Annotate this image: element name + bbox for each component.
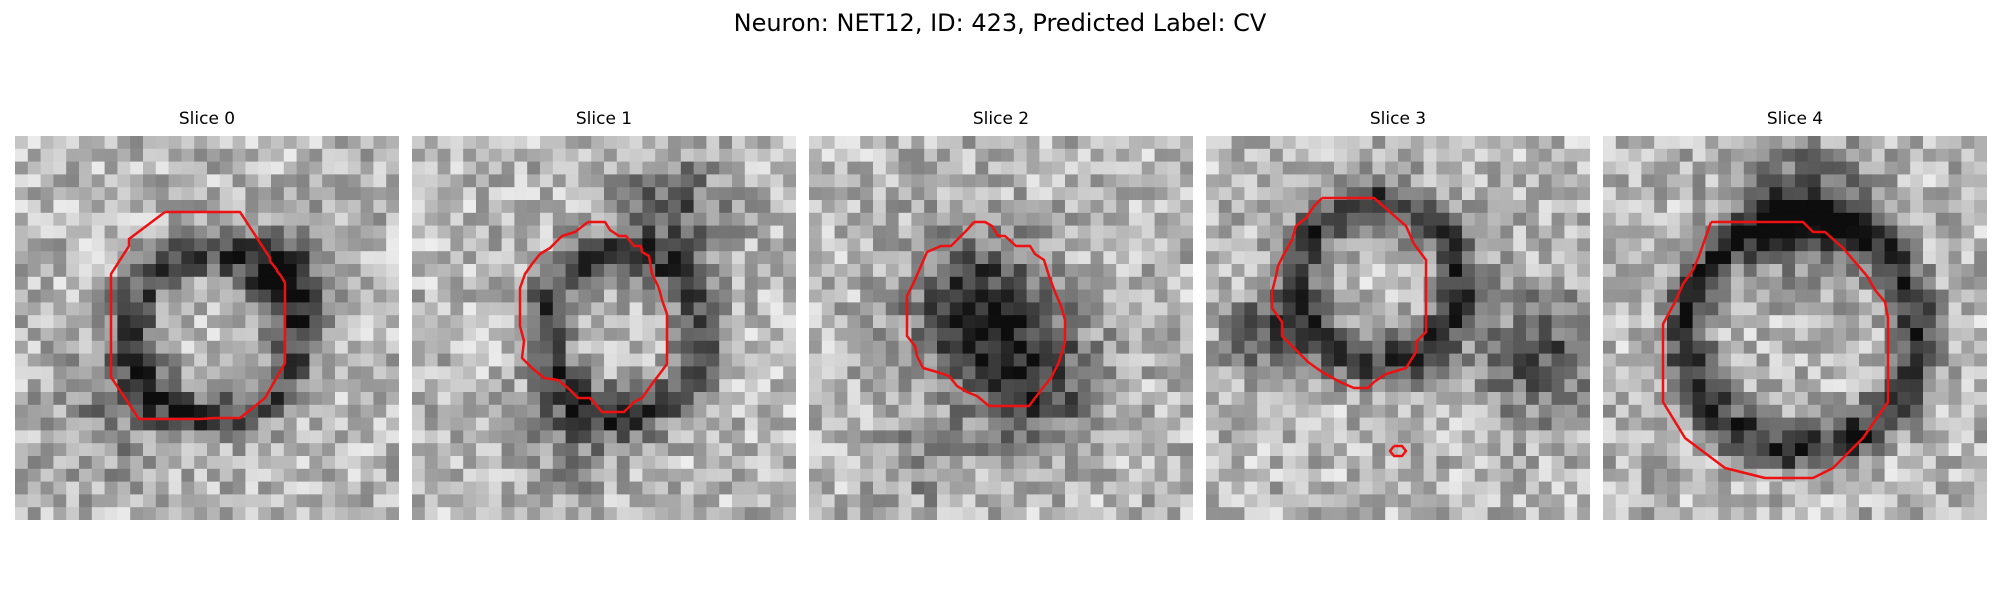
slice-image xyxy=(809,136,1193,520)
slice-title: Slice 2 xyxy=(972,109,1030,129)
segmentation-contour xyxy=(1388,444,1408,458)
slice-title: Slice 4 xyxy=(1766,109,1824,129)
slice-title: Slice 0 xyxy=(178,109,236,129)
segmentation-contour xyxy=(1661,220,1890,480)
slice-panel-3: Slice 3 xyxy=(1206,108,1590,520)
micrograph-pixels xyxy=(809,136,1193,520)
slice-panel-0: Slice 0 xyxy=(15,108,399,520)
micrograph-pixels xyxy=(1206,136,1590,520)
micrograph-pixels xyxy=(1603,136,1987,520)
micrograph-pixels xyxy=(412,136,796,520)
segmentation-contour xyxy=(1270,196,1428,390)
segmentation-contour xyxy=(905,220,1067,408)
segmentation-contour xyxy=(109,210,287,421)
slice-image xyxy=(412,136,796,520)
micrograph-pixels xyxy=(15,136,399,520)
slice-title: Slice 1 xyxy=(575,109,633,129)
slice-image xyxy=(1206,136,1590,520)
slice-panel-1: Slice 1 xyxy=(412,108,796,520)
slice-image xyxy=(1603,136,1987,520)
figure-title: Neuron: NET12, ID: 423, Predicted Label:… xyxy=(733,9,1267,37)
slice-title: Slice 3 xyxy=(1369,109,1427,129)
segmentation-contour xyxy=(518,220,669,414)
slice-image xyxy=(15,136,399,520)
slice-panel-2: Slice 2 xyxy=(809,108,1193,520)
slice-panel-4: Slice 4 xyxy=(1603,108,1987,520)
